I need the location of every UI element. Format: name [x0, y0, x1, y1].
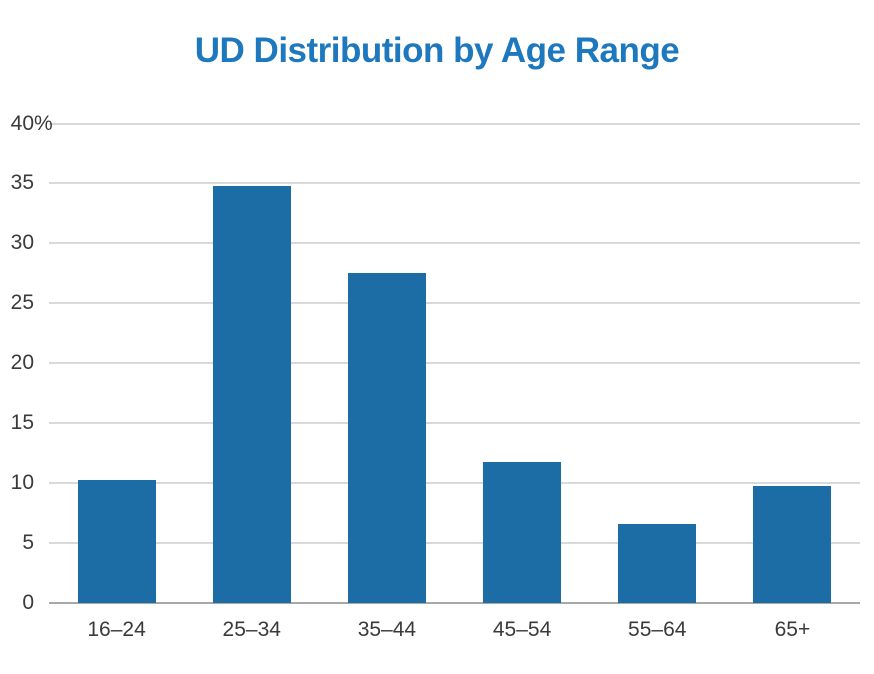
y-tick-label: 15 — [10, 411, 34, 435]
chart-title: UD Distribution by Age Range — [194, 31, 680, 70]
gridline — [49, 542, 860, 545]
y-tick-label: 35 — [10, 171, 34, 195]
gridline — [49, 302, 860, 305]
bar-35-44 — [347, 273, 426, 603]
y-tick-label: 10 — [10, 471, 34, 495]
y-tick-label: 5 — [22, 531, 34, 555]
gridline — [49, 182, 860, 185]
y-tick-label: 30 — [10, 231, 34, 255]
x-tick-label: 45–54 — [492, 618, 552, 641]
x-tick-label: 65+ — [774, 618, 811, 641]
bar-65- — [753, 485, 832, 603]
gridline — [49, 482, 860, 485]
gridline — [49, 422, 860, 425]
x-tick-label: 35–44 — [357, 618, 417, 641]
bar-25-34 — [212, 185, 291, 603]
gridline — [49, 362, 860, 365]
x-axis-line — [49, 602, 860, 604]
y-tick-label: 20 — [10, 351, 34, 375]
x-tick-label: 16–24 — [87, 618, 146, 641]
y-tick-label: 40% — [10, 111, 53, 135]
gridline — [49, 242, 860, 245]
gridline — [49, 122, 860, 125]
x-tick-label: 25–34 — [222, 618, 281, 641]
bar-45-54 — [483, 461, 562, 603]
bar-16-24 — [77, 479, 156, 603]
y-tick-label: 25 — [10, 291, 34, 315]
bar-55-64 — [618, 523, 697, 603]
x-tick-label: 55–64 — [628, 618, 687, 641]
y-tick-label: 0 — [22, 591, 34, 614]
